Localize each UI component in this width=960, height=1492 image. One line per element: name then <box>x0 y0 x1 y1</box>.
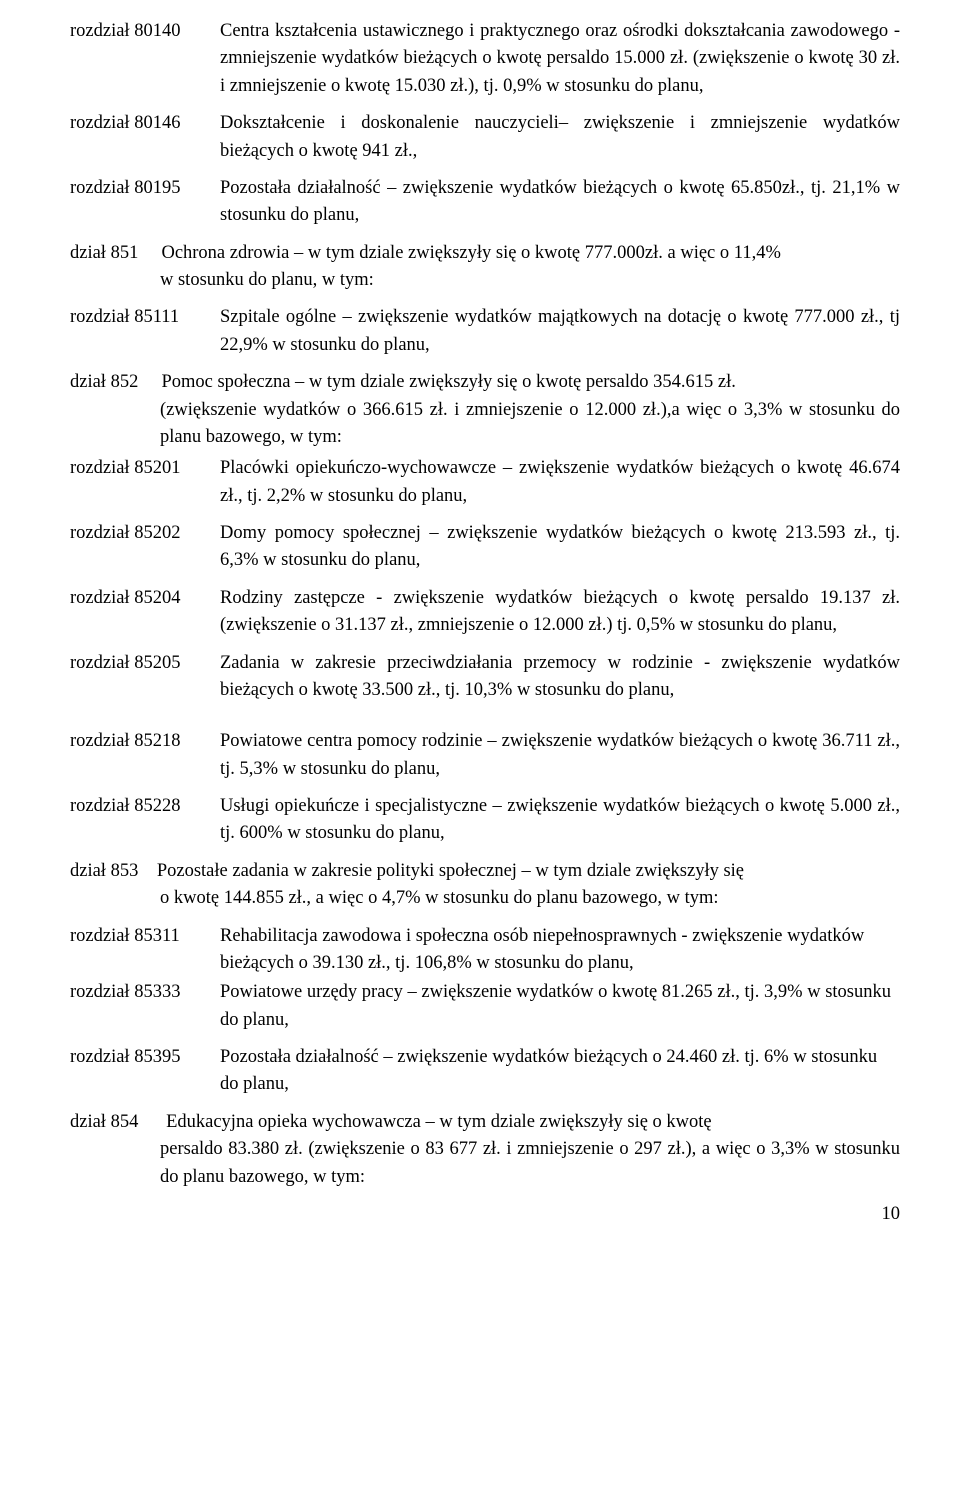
row-desc: Dokształcenie i doskonalenie nauczycieli… <box>220 110 900 165</box>
text-row: rozdział 85228 Usługi opiekuńcze i specj… <box>70 793 900 848</box>
text-row: rozdział 85205 Zadania w zakresie przeci… <box>70 650 900 705</box>
row-desc: Pozostała działalność – zwiększenie wyda… <box>220 175 900 230</box>
row-desc: Domy pomocy społecznej – zwiększenie wyd… <box>220 520 900 575</box>
text-row: rozdział 80195 Pozostała działalność – z… <box>70 175 900 230</box>
row-label: rozdział 85111 <box>70 304 220 331</box>
text-row: rozdział 85201 Placówki opiekuńczo-wycho… <box>70 455 900 510</box>
row-label: rozdział 85218 <box>70 728 220 755</box>
section-heading: dział 851 Ochrona zdrowia – w tym dziale… <box>70 240 900 267</box>
row-label: rozdział 85228 <box>70 793 220 820</box>
section-label: dział 854 <box>70 1112 138 1132</box>
row-label: rozdział 85205 <box>70 650 220 677</box>
row-label: rozdział 85311 <box>70 923 220 950</box>
section-text: Ochrona zdrowia – w tym dziale zwiększył… <box>161 243 780 263</box>
spacer <box>70 714 900 728</box>
row-desc: Szpitale ogólne – zwiększenie wydatków m… <box>220 304 900 359</box>
row-desc: Centra kształcenia ustawicznego i prakty… <box>220 18 900 100</box>
text-row: rozdział 80146 Dokształcenie i doskonale… <box>70 110 900 165</box>
section-label: dział 851 <box>70 243 138 263</box>
row-desc: Zadania w zakresie przeciwdziałania prze… <box>220 650 900 705</box>
section-heading: dział 854 Edukacyjna opieka wychowawcza … <box>70 1109 900 1136</box>
row-desc: Powiatowe centra pomocy rodzinie – zwięk… <box>220 728 900 783</box>
row-label: rozdział 85204 <box>70 585 220 612</box>
text-row: rozdział 85218 Powiatowe centra pomocy r… <box>70 728 900 783</box>
section-text: Edukacyjna opieka wychowawcza – w tym dz… <box>166 1112 712 1132</box>
row-label: rozdział 85333 <box>70 979 220 1006</box>
row-label: rozdział 85395 <box>70 1044 220 1071</box>
row-desc: Usługi opiekuńcze i specjalistyczne – zw… <box>220 793 900 848</box>
row-desc: Powiatowe urzędy pracy – zwiększenie wyd… <box>220 979 900 1034</box>
row-label: rozdział 80146 <box>70 110 220 137</box>
row-desc: Pozostała działalność – zwiększenie wyda… <box>220 1044 900 1099</box>
text-row: rozdział 85204 Rodziny zastępcze - zwięk… <box>70 585 900 640</box>
section-continuation: (zwiększenie wydatków o 366.615 zł. i zm… <box>160 397 900 452</box>
text-row: rozdział 85111 Szpitale ogólne – zwiększ… <box>70 304 900 359</box>
text-row: rozdział 85395 Pozostała działalność – z… <box>70 1044 900 1099</box>
section-text: Pozostałe zadania w zakresie polityki sp… <box>157 861 744 881</box>
section-continuation: w stosunku do planu, w tym: <box>160 267 900 294</box>
row-desc: Rehabilitacja zawodowa i społeczna osób … <box>220 923 900 978</box>
text-row: rozdział 85333 Powiatowe urzędy pracy – … <box>70 979 900 1034</box>
section-heading: dział 852 Pomoc społeczna – w tym dziale… <box>70 369 900 396</box>
section-heading: dział 853 Pozostałe zadania w zakresie p… <box>70 858 900 885</box>
section-continuation: o kwotę 144.855 zł., a więc o 4,7% w sto… <box>160 885 900 912</box>
row-label: rozdział 85201 <box>70 455 220 482</box>
text-row: rozdział 85311 Rehabilitacja zawodowa i … <box>70 923 900 978</box>
section-continuation: persaldo 83.380 zł. (zwiększenie o 83 67… <box>160 1136 900 1191</box>
row-label: rozdział 85202 <box>70 520 220 547</box>
section-text: Pomoc społeczna – w tym dziale zwiększył… <box>161 372 735 392</box>
section-label: dział 852 <box>70 372 138 392</box>
page-number: 10 <box>70 1201 900 1228</box>
row-desc: Rodziny zastępcze - zwiększenie wydatków… <box>220 585 900 640</box>
row-label: rozdział 80140 <box>70 18 220 45</box>
text-row: rozdział 80140 Centra kształcenia ustawi… <box>70 18 900 100</box>
text-row: rozdział 85202 Domy pomocy społecznej – … <box>70 520 900 575</box>
section-label: dział 853 <box>70 861 138 881</box>
row-label: rozdział 80195 <box>70 175 220 202</box>
row-desc: Placówki opiekuńczo-wychowawcze – zwięks… <box>220 455 900 510</box>
